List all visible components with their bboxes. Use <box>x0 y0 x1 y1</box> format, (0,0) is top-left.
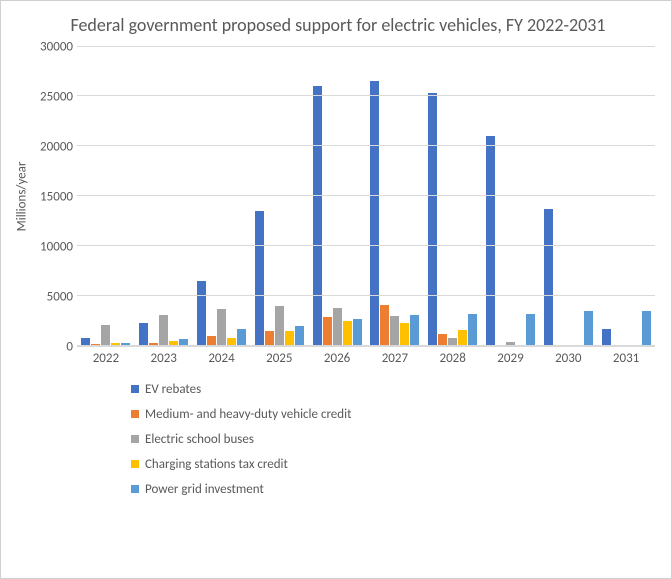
bar-group <box>597 47 655 346</box>
bar <box>380 305 389 346</box>
bar <box>584 311 593 346</box>
legend-label: Electric school buses <box>145 432 254 447</box>
bar <box>159 315 168 346</box>
chart-title: Federal government proposed support for … <box>51 15 625 37</box>
legend-item: Power grid investment <box>131 482 655 497</box>
y-axis-label: Millions/year <box>15 162 30 232</box>
legend-label: Medium- and heavy-duty vehicle credit <box>145 407 351 422</box>
plot-region <box>77 47 655 347</box>
legend-item: Electric school buses <box>131 432 655 447</box>
x-tick-label: 2029 <box>482 351 540 366</box>
bar <box>197 281 206 346</box>
bar-container <box>77 47 655 346</box>
bar <box>390 316 399 346</box>
bar <box>468 314 477 346</box>
legend-swatch <box>131 410 139 418</box>
bar <box>458 330 467 346</box>
bar <box>333 308 342 346</box>
legend-swatch <box>131 485 139 493</box>
y-tick-label: 10000 <box>40 239 73 254</box>
bar-group <box>250 47 308 346</box>
bar <box>526 314 535 346</box>
legend-label: Charging stations tax credit <box>145 457 288 472</box>
y-tick-label: 30000 <box>40 39 73 54</box>
x-tick-label: 2028 <box>424 351 482 366</box>
bar <box>410 315 419 346</box>
bar <box>428 93 437 345</box>
chart-card: Federal government proposed support for … <box>0 0 672 579</box>
legend-item: Charging stations tax credit <box>131 457 655 472</box>
bar <box>237 329 246 346</box>
gridline <box>77 195 655 196</box>
x-tick-label: 2027 <box>366 351 424 366</box>
bar <box>265 331 274 346</box>
bar <box>139 323 148 346</box>
y-axis-label-col: Millions/year <box>11 47 33 347</box>
bar <box>486 136 495 345</box>
bar <box>353 319 362 346</box>
gridline <box>77 145 655 146</box>
x-tick-label: 2026 <box>308 351 366 366</box>
y-tick-label: 15000 <box>40 189 73 204</box>
legend-label: Power grid investment <box>145 482 264 497</box>
bar-group <box>77 47 135 346</box>
bar-group <box>308 47 366 346</box>
x-axis-labels: 2022202320242025202620272028202920302031 <box>77 351 655 366</box>
x-tick-label: 2030 <box>539 351 597 366</box>
gridline <box>77 245 655 246</box>
gridline <box>77 295 655 296</box>
bar <box>343 321 352 346</box>
legend: EV rebates Medium- and heavy-duty vehicle… <box>131 382 655 497</box>
bar-group <box>539 47 597 346</box>
bar <box>370 81 379 345</box>
bar-group <box>193 47 251 346</box>
bar <box>275 306 284 346</box>
legend-swatch <box>131 385 139 393</box>
y-tick-label: 20000 <box>40 139 73 154</box>
bar <box>295 326 304 346</box>
legend-item: Medium- and heavy-duty vehicle credit <box>131 407 655 422</box>
legend-swatch <box>131 435 139 443</box>
bar <box>285 331 294 346</box>
y-axis-ticks: 050001000015000200002500030000 <box>33 47 77 347</box>
bar <box>544 209 553 346</box>
legend-swatch <box>131 460 139 468</box>
y-tick-label: 0 <box>66 339 73 354</box>
legend-item: EV rebates <box>131 382 655 397</box>
bar <box>101 325 110 346</box>
x-tick-label: 2022 <box>77 351 135 366</box>
bar <box>323 317 332 346</box>
y-tick-label: 5000 <box>47 289 73 304</box>
gridline <box>77 95 655 96</box>
bar <box>255 211 264 346</box>
legend-label: EV rebates <box>145 382 201 397</box>
bar <box>602 329 611 346</box>
bar <box>400 323 409 346</box>
x-tick-label: 2031 <box>597 351 655 366</box>
bar-group <box>135 47 193 346</box>
x-tick-label: 2024 <box>193 351 251 366</box>
bar-group <box>424 47 482 346</box>
plot-area: Millions/year 05000100001500020000250003… <box>11 47 655 347</box>
gridline <box>77 345 655 346</box>
x-tick-label: 2023 <box>135 351 193 366</box>
bar-group <box>366 47 424 346</box>
bar <box>313 86 322 345</box>
bar-group <box>482 47 540 346</box>
bar <box>217 309 226 346</box>
x-tick-label: 2025 <box>250 351 308 366</box>
y-tick-label: 25000 <box>40 89 73 104</box>
gridline <box>77 46 655 47</box>
bar <box>642 311 651 346</box>
